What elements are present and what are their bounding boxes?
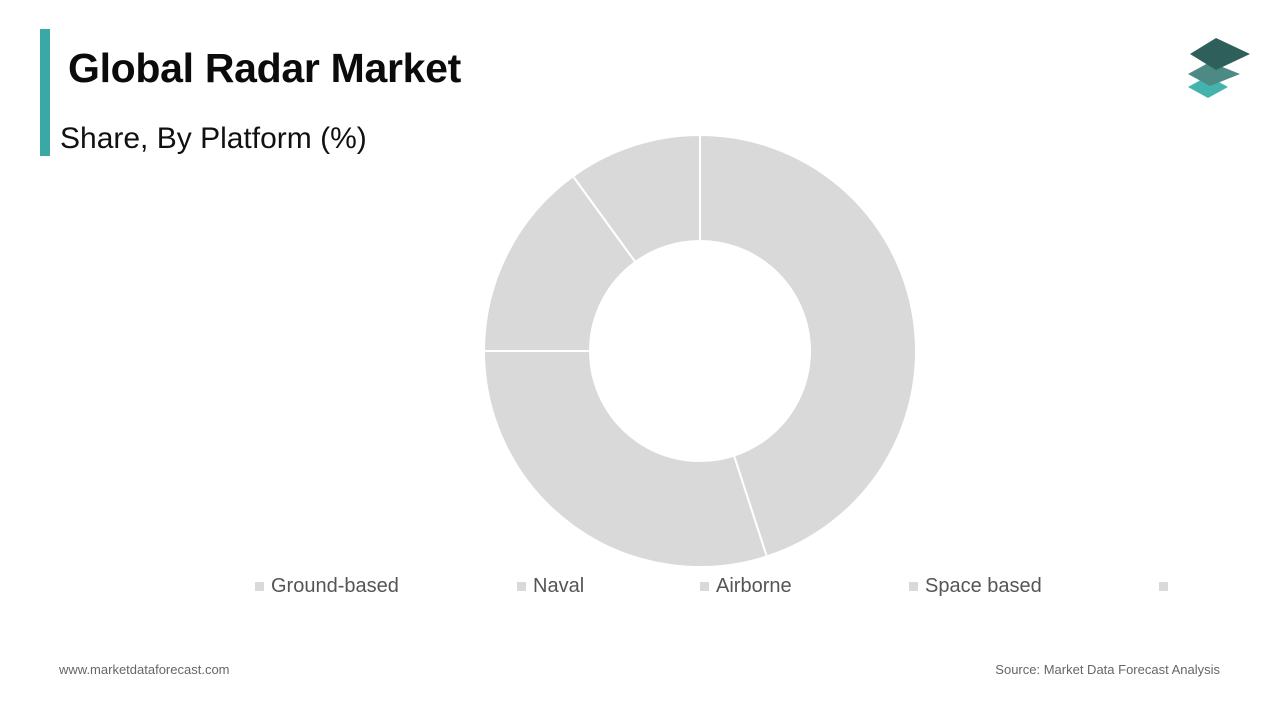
logo-layer-middle xyxy=(1188,62,1240,86)
legend-item-airborne: Airborne xyxy=(700,574,792,598)
footer-website: www.marketdataforecast.com xyxy=(59,662,230,677)
donut-slice-airborne xyxy=(482,174,637,352)
legend-label: Naval xyxy=(533,574,585,597)
legend-item-naval: Naval xyxy=(517,574,584,598)
legend-label: Space based xyxy=(925,574,1042,597)
page-subtitle: Share, By Platform (%) xyxy=(60,122,367,155)
legend-swatch xyxy=(700,581,709,591)
legend-swatch xyxy=(1159,581,1168,591)
donut-slice-ground-based xyxy=(699,133,917,558)
donut-slices xyxy=(482,133,917,568)
legend-item-unnamed xyxy=(1159,574,1175,598)
legend-label: Ground-based xyxy=(271,574,399,597)
accent-bar xyxy=(40,29,50,156)
legend-swatch xyxy=(517,581,526,591)
legend-swatch xyxy=(255,581,264,591)
legend-item-space-based: Space based xyxy=(909,574,1042,598)
legend-item-ground-based: Ground-based xyxy=(255,574,399,598)
legend-swatch xyxy=(909,581,918,591)
logo-layer-top xyxy=(1190,38,1250,70)
layered-stack-logo-icon xyxy=(1188,38,1250,98)
footer-source: Source: Market Data Forecast Analysis xyxy=(995,662,1220,677)
legend-label: Airborne xyxy=(716,574,792,597)
page-title: Global Radar Market xyxy=(68,45,462,91)
donut-slice-space-based xyxy=(571,133,701,264)
donut-slice-naval xyxy=(482,350,769,568)
